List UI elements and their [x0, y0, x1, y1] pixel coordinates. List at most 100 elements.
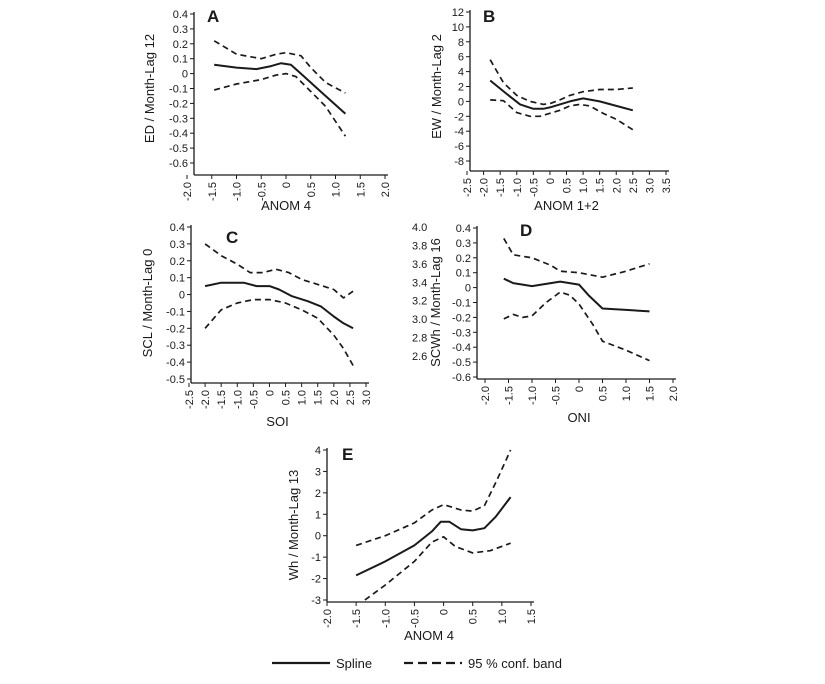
y-tick-label: -0.4: [166, 357, 185, 369]
y-tick-label: -0.2: [166, 323, 185, 335]
y-tick-label: 12: [452, 7, 464, 19]
panel-b: 12 10 8 6 4 2 0 -2 -4 -6 -8 -2.5 -2.0 -1.5 -1.0 -0.5 0 0.…: [429, 7, 673, 213]
y-tick-label: 0.2: [456, 253, 471, 265]
y-tick-label: -0.1: [169, 84, 188, 96]
legend-band-label: 95 % conf. band: [468, 656, 562, 671]
x-tick-label: -1.0: [512, 178, 524, 197]
y-tick-label: 0.1: [173, 54, 188, 66]
x-tick-label: 2.5: [628, 178, 640, 193]
y-tick-label: 3: [315, 466, 321, 478]
spline-line: [214, 62, 347, 115]
x-tick-label: 2.5: [345, 390, 357, 405]
y-tick-label: 0: [182, 69, 188, 81]
y-tick-label: 4: [315, 445, 321, 457]
y-tick-label: -0.3: [166, 340, 185, 352]
x-tick-label: -1.5: [495, 178, 507, 197]
y-tick-label: 6: [458, 52, 464, 64]
x-tick-label: -2.0: [200, 390, 212, 409]
y-tick-label: -0.4: [169, 128, 188, 140]
confidence-band-line: [213, 72, 347, 137]
x-tick-label: 0.5: [598, 386, 610, 401]
x-tick-label: -1.5: [504, 386, 516, 405]
y-tick-label: -1: [311, 552, 321, 564]
x-tick-label: 0.5: [562, 178, 574, 193]
y-tick-label: 0: [458, 96, 464, 108]
spline-line: [489, 79, 634, 112]
x-tick-label: -1.0: [232, 390, 244, 409]
y-tick-label: 0.3: [173, 24, 188, 36]
x-tick-label: 0: [439, 609, 451, 615]
spline-line: [204, 281, 354, 330]
panel-letter: B: [483, 7, 495, 26]
x-tick-label: 1.5: [645, 386, 657, 401]
y-tick-label: 0: [315, 531, 321, 543]
confidence-band-line: [489, 59, 633, 106]
panel-c: 0.4 0.3 0.2 0.1 0 -0.1 -0.2 -0.3 -0.4 -0.5 -2.5 -2.…: [140, 222, 427, 429]
panel-a: 0.4 0.3 0.2 0.1 0 -0.1 -0.2 -0.3 -0.4 -0.5 -0.6 -2.…: [142, 7, 392, 213]
panel-e: 4 3 2 1 0 -1 -2 -3-2.0 -1.5 -1.0 -0.5 0 0.5 1.0 1.5 E AN…: [286, 445, 538, 643]
x-tick-label: 3.5: [661, 178, 673, 193]
right-axis-tick-label: 3.6: [412, 259, 427, 271]
y-tick-label: 0.4: [173, 9, 188, 21]
right-axis-tick-label: 3.2: [412, 296, 427, 308]
y-tick-label: 0.2: [173, 39, 188, 51]
x-tick-label: 0: [281, 182, 293, 188]
confidence-band-line: [204, 243, 354, 299]
x-tick-label: 1.0: [297, 390, 309, 405]
panel-letter: E: [342, 445, 353, 464]
y-axis-title: ED / Month-Lag 12: [142, 34, 157, 143]
x-tick-label: 2.0: [611, 178, 623, 193]
x-axis-title: ONI: [567, 410, 590, 425]
y-tick-label: -4: [454, 126, 464, 138]
right-axis-tick-label: 3.0: [412, 314, 427, 326]
x-tick-label: 0.5: [468, 609, 480, 624]
y-tick-label: 0: [179, 290, 185, 302]
y-tick-label: -0.2: [452, 312, 471, 324]
x-axis-title: ANOM 4: [404, 628, 454, 643]
x-tick-label: -2.5: [184, 390, 196, 409]
right-axis-tick-label: 2.8: [412, 333, 427, 345]
confidence-band-line: [490, 99, 634, 131]
x-tick-label: -1.0: [380, 609, 392, 628]
x-tick-label: 0.5: [306, 182, 318, 197]
x-tick-label: -0.5: [256, 182, 268, 201]
x-tick-label: 1.0: [331, 182, 343, 197]
x-tick-label: -0.5: [528, 178, 540, 197]
legend-spline-label: Spline: [336, 656, 372, 671]
x-tick-label: -2.0: [322, 609, 334, 628]
panel-letter: D: [520, 221, 532, 240]
x-axis-title: SOI: [266, 414, 288, 429]
y-tick-label: 1: [315, 509, 321, 521]
x-tick-label: 1.0: [578, 178, 590, 193]
x-tick-label: 0: [545, 178, 557, 184]
y-tick-label: -2: [311, 574, 321, 586]
y-tick-label: 0.1: [456, 268, 471, 280]
x-tick-label: -1.5: [207, 182, 219, 201]
y-tick-label: 2: [458, 82, 464, 94]
y-axis-title: SCL / Month-Lag 0: [140, 249, 155, 358]
y-tick-label: 0: [465, 283, 471, 295]
y-axis-title: SCWh / Month-Lag 16: [428, 238, 443, 367]
y-tick-label: -3: [311, 595, 321, 607]
x-tick-label: -2.0: [479, 178, 491, 197]
y-tick-label: -0.4: [452, 342, 471, 354]
y-tick-label: 0.1: [170, 273, 185, 285]
y-tick-label: -2: [454, 111, 464, 123]
right-axis-tick-label: 3.8: [412, 240, 427, 252]
y-tick-label: -0.1: [166, 306, 185, 318]
spline-line: [503, 277, 650, 313]
right-axis-tick-label: 4.0: [412, 222, 427, 234]
confidence-band-line: [204, 298, 354, 366]
y-tick-label: -8: [454, 156, 464, 168]
y-axis-title: Wh / Month-Lag 13: [286, 470, 301, 581]
x-tick-label: 1.0: [621, 386, 633, 401]
confidence-band-line: [503, 291, 650, 362]
y-tick-label: -0.5: [169, 143, 188, 155]
panel-letter: C: [226, 228, 238, 247]
x-tick-label: 0: [574, 386, 586, 392]
y-tick-label: -0.1: [452, 298, 471, 310]
right-axis-tick-label: 3.4: [412, 277, 427, 289]
panel-d: 0.4 0.3 0.2 0.1 0 -0.1 -0.2 -0.3 -0.4 -0.5 -0.6 -2.…: [428, 221, 680, 425]
x-tick-label: -2.0: [480, 386, 492, 405]
